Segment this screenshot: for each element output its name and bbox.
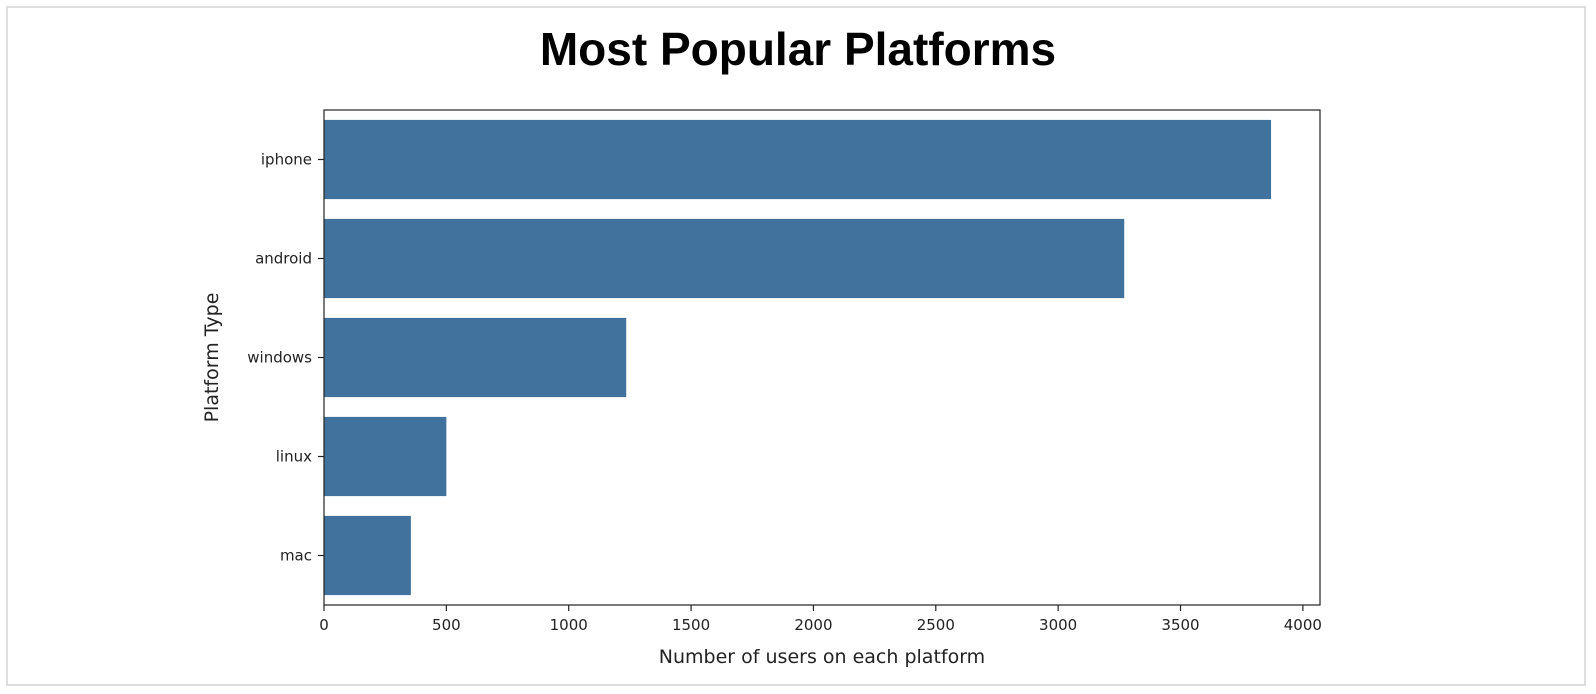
y-ticks-group: iphone android windows linux mac bbox=[247, 151, 324, 565]
x-tick-label: 2500 bbox=[917, 616, 955, 634]
y-tick-label: iphone bbox=[261, 151, 312, 169]
plot-area-border bbox=[323, 109, 1321, 606]
x-tick-label: 2000 bbox=[794, 616, 832, 634]
bar-windows bbox=[324, 317, 627, 398]
y-tick-label: windows bbox=[247, 349, 312, 367]
x-ticks-group: 0 500 1000 1500 2000 2500 3000 3500 4000 bbox=[319, 605, 1322, 634]
x-tick-label: 1500 bbox=[672, 616, 710, 634]
y-axis-label: Platform Type bbox=[201, 293, 223, 423]
bar-linux bbox=[324, 416, 447, 497]
x-tick-label: 3500 bbox=[1161, 616, 1199, 634]
x-tick-label: 500 bbox=[432, 616, 461, 634]
bar-android bbox=[324, 218, 1125, 299]
bars-group bbox=[324, 119, 1272, 596]
chart-title: Most Popular Platforms bbox=[539, 23, 1057, 75]
y-tick-label: android bbox=[255, 250, 312, 268]
chart-frame bbox=[6, 6, 1586, 686]
bar-mac bbox=[324, 515, 411, 596]
y-tick-label: linux bbox=[276, 448, 312, 466]
x-axis-label: Number of users on each platform bbox=[659, 646, 985, 668]
x-tick-label: 1000 bbox=[550, 616, 588, 634]
x-tick-label: 0 bbox=[319, 616, 329, 634]
x-tick-label: 4000 bbox=[1284, 616, 1322, 634]
x-tick-label: 3000 bbox=[1039, 616, 1077, 634]
bar-iphone bbox=[324, 119, 1272, 200]
y-tick-label: mac bbox=[280, 547, 312, 565]
